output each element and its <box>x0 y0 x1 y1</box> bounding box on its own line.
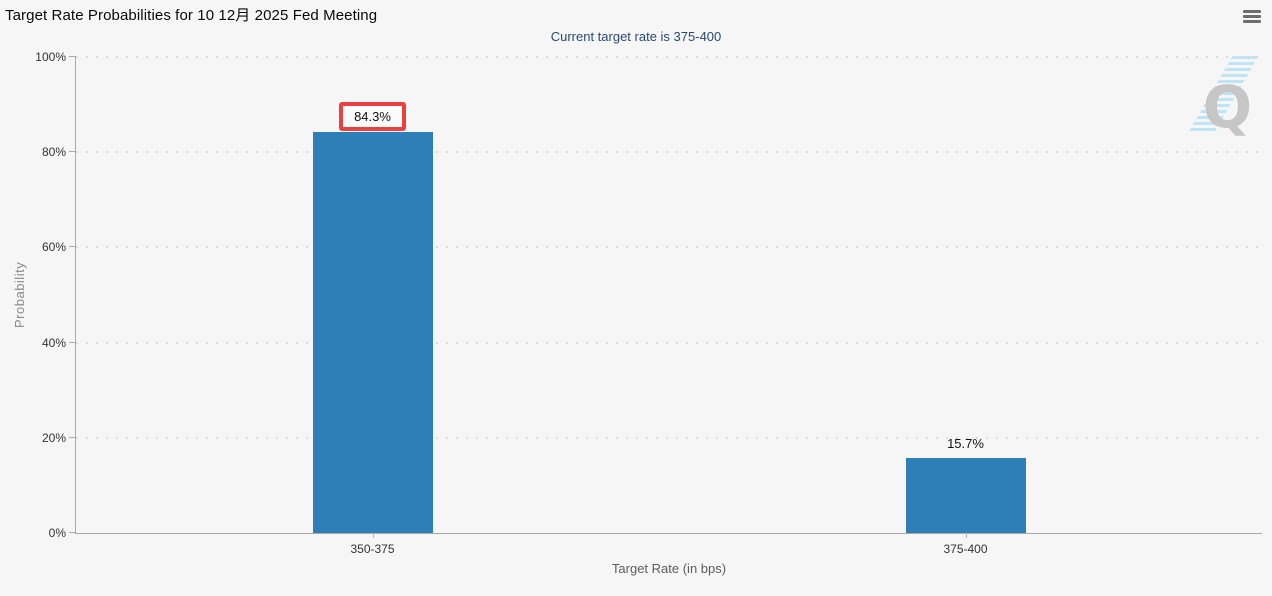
bar-375-400[interactable] <box>905 458 1026 533</box>
gridline-80 <box>76 151 1260 154</box>
bar-350-375[interactable] <box>312 131 433 533</box>
gridline-40 <box>76 341 1260 344</box>
y-axis-tick <box>69 341 76 343</box>
y-axis-tick-label: 100% <box>35 50 66 64</box>
gridline-60 <box>76 246 1260 249</box>
chart-subtitle: Current target rate is 375-400 <box>550 29 722 44</box>
y-axis-tick <box>69 151 76 153</box>
x-axis-tick <box>965 533 967 538</box>
x-axis-title: Target Rate (in bps) <box>611 561 727 576</box>
hamburger-menu-icon[interactable] <box>1243 9 1261 25</box>
hamburger-bar <box>1243 14 1261 18</box>
gridline-20 <box>76 436 1260 439</box>
y-axis-tick <box>69 532 76 533</box>
plot-area: Probability Target Rate (in bps) 0% 20% 40… <box>12 50 1262 576</box>
x-axis-category-label: 350-375 <box>350 542 395 556</box>
highlight-annotation-box: 84.3% <box>339 101 406 131</box>
chart-title: Target Rate Probabilities for 10 12月 202… <box>5 7 378 24</box>
bar-value-label: 84.3% <box>273 101 473 131</box>
y-axis-tick-label: 20% <box>41 430 66 445</box>
bar-value-label: 15.7% <box>947 436 984 452</box>
hamburger-bar <box>1243 19 1261 23</box>
y-axis-tick <box>69 56 76 57</box>
x-axis-category-label: 375-400 <box>943 542 988 556</box>
y-axis-tick-label: 80% <box>41 145 66 160</box>
y-axis-tick-label: 0% <box>48 526 66 540</box>
y-axis-tick-label: 40% <box>41 335 66 350</box>
y-axis-title: Probability <box>12 261 27 329</box>
x-axis-tick <box>372 533 374 538</box>
gridline-100 <box>76 56 1260 58</box>
y-axis-tick <box>69 246 76 248</box>
y-axis-tick-label: 60% <box>41 240 66 255</box>
y-axis-tick <box>69 436 76 438</box>
hamburger-bar <box>1243 9 1261 13</box>
